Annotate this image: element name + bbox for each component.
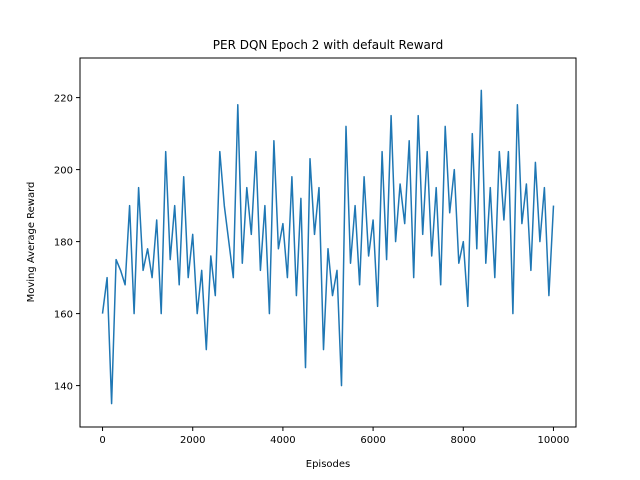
x-tick-label: 10000	[538, 435, 570, 446]
series-line-0	[101, 89, 555, 405]
y-tick-label: 160	[54, 310, 73, 321]
axes-frame	[79, 57, 577, 428]
y-axis-label: Moving Average Reward	[26, 182, 37, 303]
y-axis-ticks: 140 160 180 200 220	[54, 94, 80, 393]
x-tick-label: 2000	[180, 435, 205, 446]
y-tick-label: 180	[54, 238, 73, 249]
y-tick-label: 200	[54, 166, 73, 177]
y-tick-label: 140	[54, 382, 73, 393]
chart-title: PER DQN Epoch 2 with default Reward	[213, 38, 443, 52]
x-axis-label: Episodes	[306, 459, 350, 470]
x-tick-label: 4000	[270, 435, 295, 446]
x-tick-label: 6000	[360, 435, 385, 446]
plot-area	[79, 57, 577, 428]
x-tick-label: 8000	[451, 435, 476, 446]
y-tick-label: 220	[54, 94, 73, 105]
series-layer	[101, 89, 555, 405]
x-axis-ticks: 0 2000 4000 6000 8000 10000	[99, 427, 569, 446]
x-tick-label: 0	[99, 435, 105, 446]
